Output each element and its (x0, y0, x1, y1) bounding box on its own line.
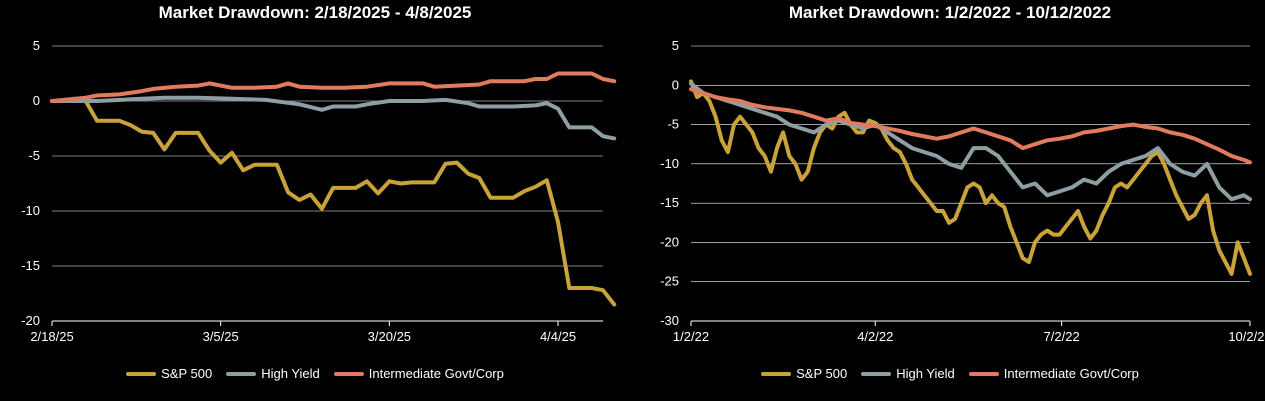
y-tick-label: 5 (672, 38, 679, 53)
y-tick-label: -15 (660, 195, 679, 210)
chart-legend: S&P 500 High Yield Intermediate Govt/Cor… (0, 366, 630, 381)
y-tick-label: -5 (667, 117, 679, 132)
y-tick-label: 0 (672, 77, 679, 92)
chart-panel-left: Market Drawdown: 2/18/2025 - 4/8/2025 5 0… (0, 0, 630, 401)
x-tick-label: 2/18/25 (30, 329, 73, 344)
x-tick-label: 10/2/22 (1228, 329, 1265, 344)
legend-label: Intermediate Govt/Corp (1003, 366, 1139, 381)
y-tick-label: -25 (660, 274, 679, 289)
legend-item-sp500: S&P 500 (761, 366, 847, 381)
legend-item-high-yield: High Yield (226, 366, 320, 381)
legend-label: S&P 500 (161, 366, 213, 381)
series-line-1 (50, 95, 617, 141)
chart-legend: S&P 500 High Yield Intermediate Govt/Cor… (635, 366, 1265, 381)
drawdown-chart-2025: 5 0 -5 -10 -15 -202/18/25 3/5/25 3/20/25 4/4/25 (21, 38, 617, 344)
series-line-0 (50, 96, 617, 307)
legend-swatch-icon (968, 371, 999, 376)
legend-item-govt-corp: Intermediate Govt/Corp (333, 366, 504, 381)
chart-title: Market Drawdown: 2/18/2025 - 4/8/2025 (158, 3, 472, 22)
y-tick-label: 0 (33, 93, 40, 108)
x-tick-label: 3/20/25 (368, 329, 411, 344)
x-tick-label: 1/2/22 (673, 329, 709, 344)
drawdown-chart-2022: 5 0 -5 -10 -15 -20 -25 -301/2/22 4/2/22 7/2/22 10/… (660, 38, 1265, 344)
series-line-1 (689, 81, 1252, 202)
x-tick-label: 4/2/22 (857, 329, 893, 344)
legend-swatch-icon (333, 371, 364, 376)
y-tick-label: -5 (28, 148, 40, 163)
legend-label: Intermediate Govt/Corp (368, 366, 504, 381)
legend-label: S&P 500 (796, 366, 848, 381)
legend-swatch-icon (761, 371, 792, 376)
y-tick-label: -10 (21, 203, 40, 218)
legend-swatch-icon (226, 371, 257, 376)
x-tick-label: 3/5/25 (203, 329, 239, 344)
x-tick-label: 7/2/22 (1044, 329, 1080, 344)
legend-item-govt-corp: Intermediate Govt/Corp (968, 366, 1139, 381)
legend-swatch-icon (861, 371, 892, 376)
series-line-2 (50, 71, 617, 103)
y-tick-label: 5 (33, 38, 40, 53)
series-line-0 (689, 79, 1252, 276)
legend-item-high-yield: High Yield (861, 366, 955, 381)
y-tick-label: -20 (21, 313, 40, 328)
legend-label: High Yield (261, 366, 320, 381)
y-tick-label: -10 (660, 156, 679, 171)
chart-panel-right: Market Drawdown: 1/2/2022 - 10/12/2022 5… (635, 0, 1265, 401)
legend-label: High Yield (896, 366, 955, 381)
x-tick-label: 4/4/25 (540, 329, 576, 344)
y-tick-label: -20 (660, 234, 679, 249)
y-tick-label: -15 (21, 258, 40, 273)
y-tick-label: -30 (660, 313, 679, 328)
chart-title: Market Drawdown: 1/2/2022 - 10/12/2022 (788, 3, 1112, 22)
legend-item-sp500: S&P 500 (126, 366, 212, 381)
legend-swatch-icon (126, 371, 157, 376)
series-line-2 (689, 87, 1252, 165)
